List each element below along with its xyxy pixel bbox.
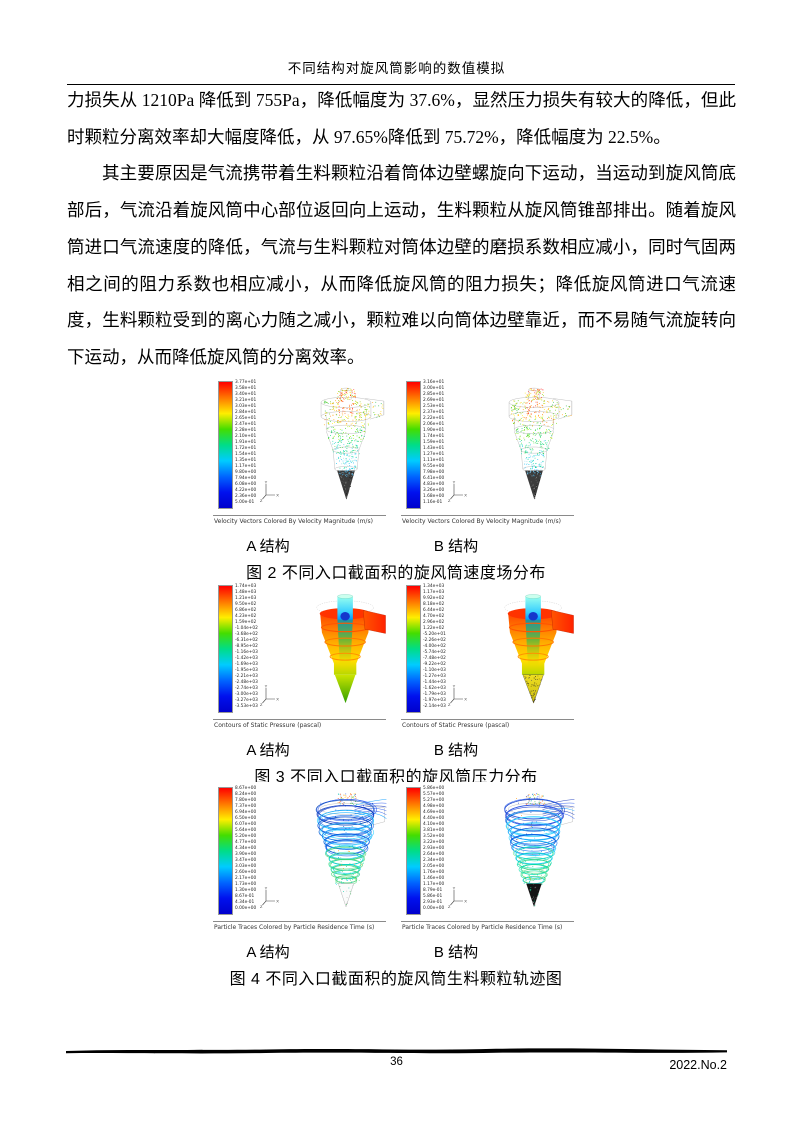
svg-text:X: X <box>464 899 467 904</box>
legend-colorbar <box>406 787 421 915</box>
figure-3-panel-b: 1.34e+03 1.17e+03 9.92e+02 8.18e+02 6.44e+02… <box>401 580 579 734</box>
axis-triad-icon: Y X Z <box>448 886 467 908</box>
figure-2-panel-b: 3.16e+01 3.00e+01 2.85e+01 2.69e+01 2.53e+01… <box>401 376 579 530</box>
body-text: 力损失从 1210Pa 降低到 755Pa，降低幅度为 37.6%，显然压力损失… <box>67 82 736 376</box>
legend-values: 8.67e+00 8.24e+00 7.80e+00 7.37e+00 6.94e+00… <box>235 786 257 911</box>
axis-triad-icon: Y X Z <box>448 684 467 706</box>
footer-rule <box>66 1048 727 1054</box>
cyclone-pressure-image <box>316 594 386 704</box>
paragraph: 其主要原因是气流携带着生料颗粒沿着筒体边壁螺旋向下运动，当运动到旋风筒底部后，气… <box>67 163 736 367</box>
panel-divider <box>213 719 386 720</box>
legend-values: 5.86e+00 5.57e+00 5.27e+00 4.98e+00 4.69e+00… <box>423 786 445 911</box>
paragraph: 力损失从 1210Pa 降低到 755Pa，降低幅度为 37.6%，显然压力损失… <box>67 90 736 147</box>
cyclone-velocity-image <box>508 387 573 500</box>
cyclone-pressure-image <box>504 594 574 704</box>
panel-subcaption: Particle Traces Colored by Particle Resi… <box>214 923 375 931</box>
panel-divider <box>213 515 386 516</box>
svg-text:Z: Z <box>260 702 263 706</box>
svg-text:X: X <box>276 899 279 904</box>
svg-text:Z: Z <box>260 498 263 502</box>
figure-3-panel-a: 1.74e+03 1.48e+03 1.21e+03 9.50e+02 6.86e+02… <box>213 580 391 734</box>
figure-4: 8.67e+00 8.24e+00 7.80e+00 7.37e+00 6.94e+00… <box>213 782 579 989</box>
panel-label-b: B 结构 <box>433 538 479 555</box>
color-legend: 8.67e+00 8.24e+00 7.80e+00 7.37e+00 6.94e+00… <box>218 786 278 915</box>
figure-caption: 图 4 不同入口截面积的旋风筒生料颗粒轨迹图 <box>229 971 563 988</box>
color-legend: 3.16e+01 3.00e+01 2.85e+01 2.69e+01 2.53e+01… <box>406 380 466 509</box>
figure-caption: 图 3 不同入口截面积的旋风筒压力分布 <box>254 769 538 786</box>
figure-caption: 图 2 不同入口截面积的旋风筒速度场分布 <box>246 565 546 582</box>
axis-triad-icon: Y X Z <box>260 886 279 908</box>
svg-text:Y: Y <box>453 886 456 890</box>
svg-text:Z: Z <box>448 904 451 908</box>
figure-3: 1.74e+03 1.48e+03 1.21e+03 9.50e+02 6.86e+02… <box>213 580 579 787</box>
panel-label-b: B 结构 <box>433 944 479 961</box>
page-number: 36 <box>390 1056 403 1068</box>
panel-label-b: B 结构 <box>433 742 479 759</box>
svg-text:Y: Y <box>265 886 268 890</box>
panel-label-a: A 结构 <box>246 742 290 759</box>
color-legend: 3.77e+01 3.58e+01 3.40e+01 3.21e+01 3.03e+01… <box>218 380 278 509</box>
svg-text:X: X <box>276 493 279 498</box>
legend-colorbar <box>406 585 421 713</box>
legend-values: 3.16e+01 3.00e+01 2.85e+01 2.69e+01 2.53e+01… <box>423 380 445 505</box>
axis-triad-icon: Y X Z <box>260 684 279 706</box>
legend-values: 1.34e+03 1.17e+03 9.92e+02 8.18e+02 6.44e+02… <box>423 584 446 709</box>
axis-triad-icon: Y X Z <box>448 480 467 502</box>
color-legend: 1.34e+03 1.17e+03 9.92e+02 8.18e+02 6.44e+02… <box>406 584 466 713</box>
panel-divider <box>213 921 386 922</box>
svg-text:Y: Y <box>265 684 268 688</box>
panel-subcaption: Contours of Static Pressure (pascal) <box>214 721 322 729</box>
svg-text:Y: Y <box>453 480 456 484</box>
panel-divider <box>401 515 574 516</box>
figure-4-panel-a: 8.67e+00 8.24e+00 7.80e+00 7.37e+00 6.94e+00… <box>213 782 391 936</box>
svg-text:X: X <box>464 697 467 702</box>
cyclone-velocity-image <box>320 387 385 500</box>
panel-divider <box>401 921 574 922</box>
legend-values: 1.74e+03 1.48e+03 1.21e+03 9.50e+02 6.86e+02… <box>235 584 258 709</box>
legend-colorbar <box>218 381 233 509</box>
panel-subcaption: Contours of Static Pressure (pascal) <box>402 721 510 729</box>
legend-colorbar <box>218 585 233 713</box>
page-title: 不同结构对旋风筒影响的数值模拟 <box>287 61 506 76</box>
panel-divider <box>401 719 574 720</box>
figure-4-panel-b: 5.86e+00 5.57e+00 5.27e+00 4.98e+00 4.69e+00… <box>401 782 579 936</box>
panel-label-a: A 结构 <box>246 538 290 555</box>
svg-text:X: X <box>464 493 467 498</box>
svg-text:Y: Y <box>265 480 268 484</box>
panel-subcaption: Velocity Vectors Colored By Velocity Mag… <box>214 517 373 525</box>
legend-colorbar <box>218 787 233 915</box>
svg-text:X: X <box>276 697 279 702</box>
svg-text:Y: Y <box>453 684 456 688</box>
color-legend: 5.86e+00 5.57e+00 5.27e+00 4.98e+00 4.69e+00… <box>406 786 466 915</box>
svg-text:Z: Z <box>448 498 451 502</box>
svg-text:Z: Z <box>260 904 263 908</box>
legend-values: 3.77e+01 3.58e+01 3.40e+01 3.21e+01 3.03e+01… <box>235 380 257 505</box>
header-divider <box>67 84 735 85</box>
figure-2: 3.77e+01 3.58e+01 3.40e+01 3.21e+01 3.03e+01… <box>213 376 579 583</box>
cyclone-traces-image <box>504 793 575 907</box>
figure-2-panel-a: 3.77e+01 3.58e+01 3.40e+01 3.21e+01 3.03e+01… <box>213 376 391 530</box>
panel-label-a: A 结构 <box>246 944 290 961</box>
color-legend: 1.74e+03 1.48e+03 1.21e+03 9.50e+02 6.86e+02… <box>218 584 278 713</box>
issue-label: 2022.No.2 <box>669 1058 727 1072</box>
panel-subcaption: Particle Traces Colored by Particle Resi… <box>402 923 563 931</box>
cyclone-traces-image <box>315 793 387 908</box>
legend-colorbar <box>406 381 421 509</box>
axis-triad-icon: Y X Z <box>260 480 279 502</box>
svg-text:Z: Z <box>448 702 451 706</box>
panel-subcaption: Velocity Vectors Colored By Velocity Mag… <box>402 517 561 525</box>
